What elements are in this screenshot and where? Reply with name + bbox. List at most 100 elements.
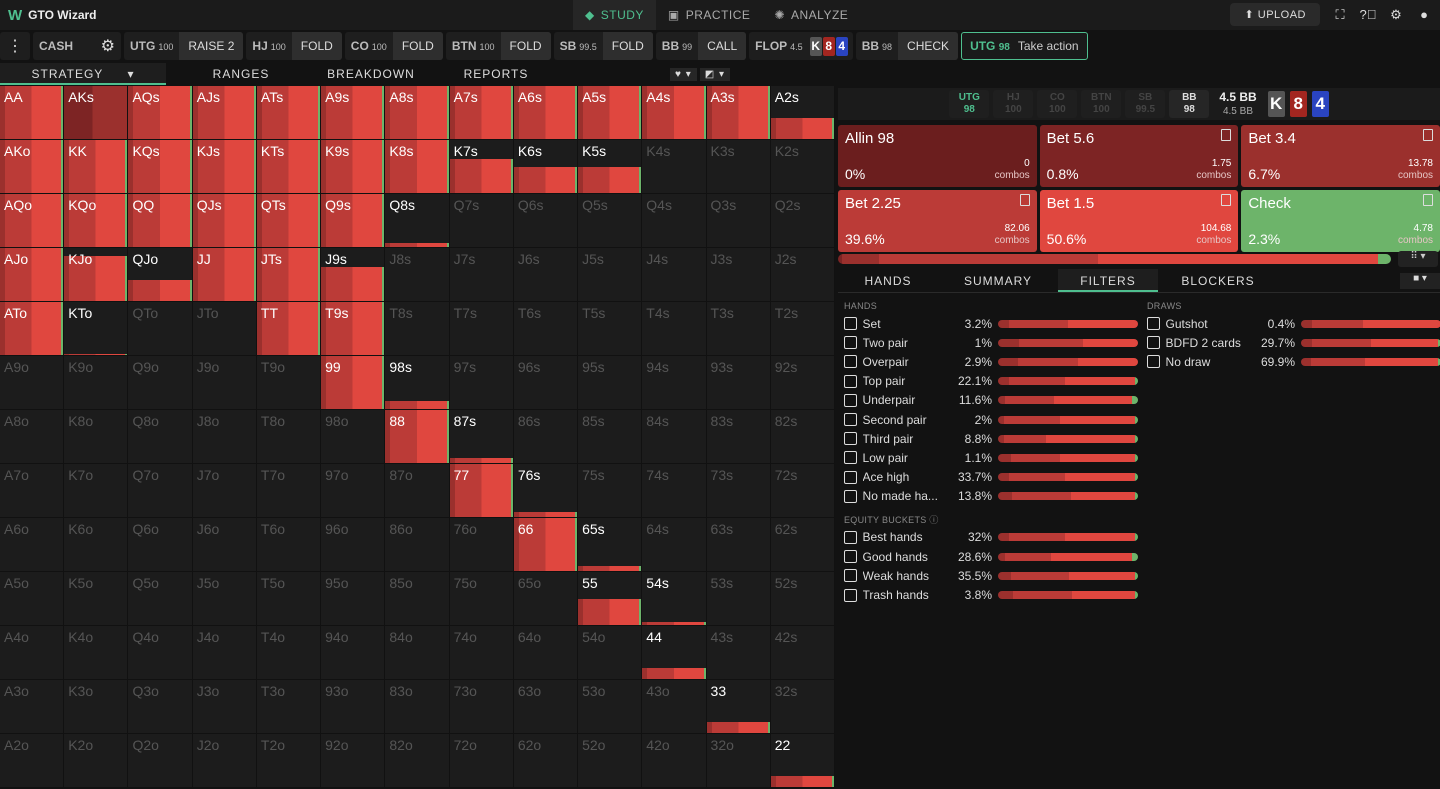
hand-cell[interactable]: 64s xyxy=(642,518,707,572)
hand-cell[interactable]: 85o xyxy=(385,572,450,626)
user-avatar-icon[interactable]: ● xyxy=(1420,7,1428,22)
step-bb[interactable]: BB 99 CALL xyxy=(655,32,747,60)
hand-cell[interactable]: 66 xyxy=(513,518,579,572)
hand-cell[interactable]: 87s xyxy=(449,410,514,464)
checkbox[interactable] xyxy=(844,489,857,503)
hand-cell[interactable]: 84o xyxy=(385,626,450,680)
hand-cell[interactable]: J6o xyxy=(192,518,257,572)
filter-row[interactable]: Overpair 2.9% xyxy=(838,352,1138,371)
hand-cell[interactable]: AJo xyxy=(0,248,65,302)
hand-cell[interactable]: K2o xyxy=(64,734,129,788)
hand-cell[interactable]: KQs xyxy=(128,140,193,194)
help-icon[interactable]: ?⃝ xyxy=(1359,7,1377,22)
hand-cell[interactable]: A4s xyxy=(642,86,707,140)
hand-cell[interactable]: 97o xyxy=(321,464,386,518)
action-card-bet-2-25[interactable]: Bet 2.25 39.6% 82.06 combos xyxy=(838,190,1037,252)
filter-row[interactable]: No made ha... 13.8% xyxy=(838,487,1138,506)
hand-cell[interactable]: 72s xyxy=(770,464,835,518)
nav-study[interactable]: ◆ STUDY xyxy=(573,0,656,30)
hand-cell[interactable]: T7s xyxy=(449,302,514,356)
hand-cell[interactable]: J9o xyxy=(192,356,257,410)
hand-cell[interactable]: 82o xyxy=(385,734,450,788)
hand-cell[interactable]: 96s xyxy=(513,356,579,410)
checkbox[interactable] xyxy=(844,432,857,446)
hand-cell[interactable]: Q8s xyxy=(385,194,450,248)
checkbox[interactable] xyxy=(844,317,857,331)
hand-cell[interactable]: 93s xyxy=(706,356,771,410)
hand-cell[interactable]: T3s xyxy=(706,302,771,356)
hand-cell[interactable]: 53s xyxy=(706,572,771,626)
hand-cell[interactable]: T5o xyxy=(256,572,322,626)
hand-cell[interactable]: J4o xyxy=(192,626,257,680)
filter-row[interactable]: Two pair 1% xyxy=(838,333,1138,352)
hand-cell[interactable]: A9o xyxy=(0,356,65,410)
hand-cell[interactable]: Q7o xyxy=(128,464,193,518)
filter-row[interactable]: BDFD 2 cards 29.7% xyxy=(1141,333,1440,352)
checkbox[interactable] xyxy=(1147,355,1160,369)
hand-cell[interactable]: QJs xyxy=(192,194,257,248)
hand-cell[interactable]: J8s xyxy=(385,248,450,302)
hand-cell[interactable]: J2s xyxy=(770,248,835,302)
hand-cell[interactable]: 43o xyxy=(642,680,707,734)
filter-row[interactable]: Trash hands 3.8% xyxy=(838,585,1138,604)
position-co[interactable]: CO 100 xyxy=(1037,90,1078,118)
hand-cell[interactable]: 33 xyxy=(706,680,771,734)
hand-cell[interactable]: 55 xyxy=(578,572,643,626)
hand-cell[interactable]: Q3s xyxy=(706,194,771,248)
filter-row[interactable]: Low pair 1.1% xyxy=(838,448,1138,467)
current-step[interactable]: UTG 98 Take action xyxy=(961,32,1088,60)
checkbox[interactable] xyxy=(844,336,857,350)
hand-cell[interactable]: 74o xyxy=(449,626,514,680)
hand-cell[interactable]: A9s xyxy=(321,86,386,140)
hand-cell[interactable]: T9o xyxy=(256,356,322,410)
hand-cell[interactable]: K3o xyxy=(64,680,129,734)
hand-cell[interactable]: 65s xyxy=(578,518,643,572)
hand-cell[interactable]: 32o xyxy=(706,734,771,788)
hand-cell[interactable]: T7o xyxy=(256,464,322,518)
hand-cell[interactable]: K4o xyxy=(64,626,129,680)
step-hj[interactable]: HJ 100 FOLD xyxy=(246,32,342,60)
filter-row[interactable]: Underpair 11.6% xyxy=(838,391,1138,410)
hand-cell[interactable]: 65o xyxy=(513,572,579,626)
hand-cell[interactable]: 42o xyxy=(642,734,707,788)
hand-cell[interactable]: 72o xyxy=(449,734,514,788)
gear-icon[interactable]: ⚙ xyxy=(1390,6,1402,22)
action-card-check[interactable]: Check 2.3% 4.78 combos xyxy=(1241,190,1440,252)
hand-cell[interactable]: J2o xyxy=(192,734,257,788)
checkbox[interactable] xyxy=(1147,317,1160,331)
hand-cell[interactable]: 94o xyxy=(321,626,386,680)
hand-cell[interactable]: AQs xyxy=(128,86,193,140)
hand-cell[interactable]: 88 xyxy=(385,410,450,464)
hand-cell[interactable]: Q4s xyxy=(642,194,707,248)
hand-cell[interactable]: 75s xyxy=(578,464,643,518)
hand-cell[interactable]: T8o xyxy=(256,410,322,464)
hand-cell[interactable]: J7s xyxy=(449,248,514,302)
hand-cell[interactable]: QJo xyxy=(128,248,193,302)
menu-button[interactable]: ⋮ xyxy=(0,32,30,60)
hand-cell[interactable]: JJ xyxy=(192,248,257,302)
tab-reports[interactable]: REPORTS xyxy=(463,67,529,81)
hand-cell[interactable]: K6s xyxy=(513,140,579,194)
action-card-allin-98[interactable]: Allin 98 0% 0 combos xyxy=(838,125,1037,187)
hand-cell[interactable]: 62o xyxy=(513,734,579,788)
checkbox[interactable] xyxy=(844,393,857,407)
hand-cell[interactable]: Q3o xyxy=(128,680,193,734)
nav-analyze[interactable]: ✺ ANALYZE xyxy=(774,8,849,22)
tab-strategy[interactable]: STRATEGY ▾ xyxy=(0,63,166,85)
hand-cell[interactable]: A2s xyxy=(770,86,835,140)
document-icon[interactable] xyxy=(1423,129,1433,141)
position-sb[interactable]: SB 99.5 xyxy=(1125,90,1166,118)
hand-cell[interactable]: K9s xyxy=(321,140,386,194)
hand-cell[interactable]: 53o xyxy=(578,680,643,734)
hand-cell[interactable]: T5s xyxy=(578,302,643,356)
hand-cell[interactable]: A3o xyxy=(0,680,65,734)
hand-cell[interactable]: K7o xyxy=(64,464,129,518)
filter-row[interactable]: Set 3.2% xyxy=(838,314,1138,333)
hand-cell[interactable]: J4s xyxy=(642,248,707,302)
tab-summary[interactable]: SUMMARY xyxy=(963,274,1033,288)
hand-cell[interactable]: AA xyxy=(0,86,65,140)
hand-cell[interactable]: 52s xyxy=(770,572,835,626)
checkbox[interactable] xyxy=(844,550,857,564)
hand-cell[interactable]: 86o xyxy=(385,518,450,572)
hand-cell[interactable]: J7o xyxy=(192,464,257,518)
